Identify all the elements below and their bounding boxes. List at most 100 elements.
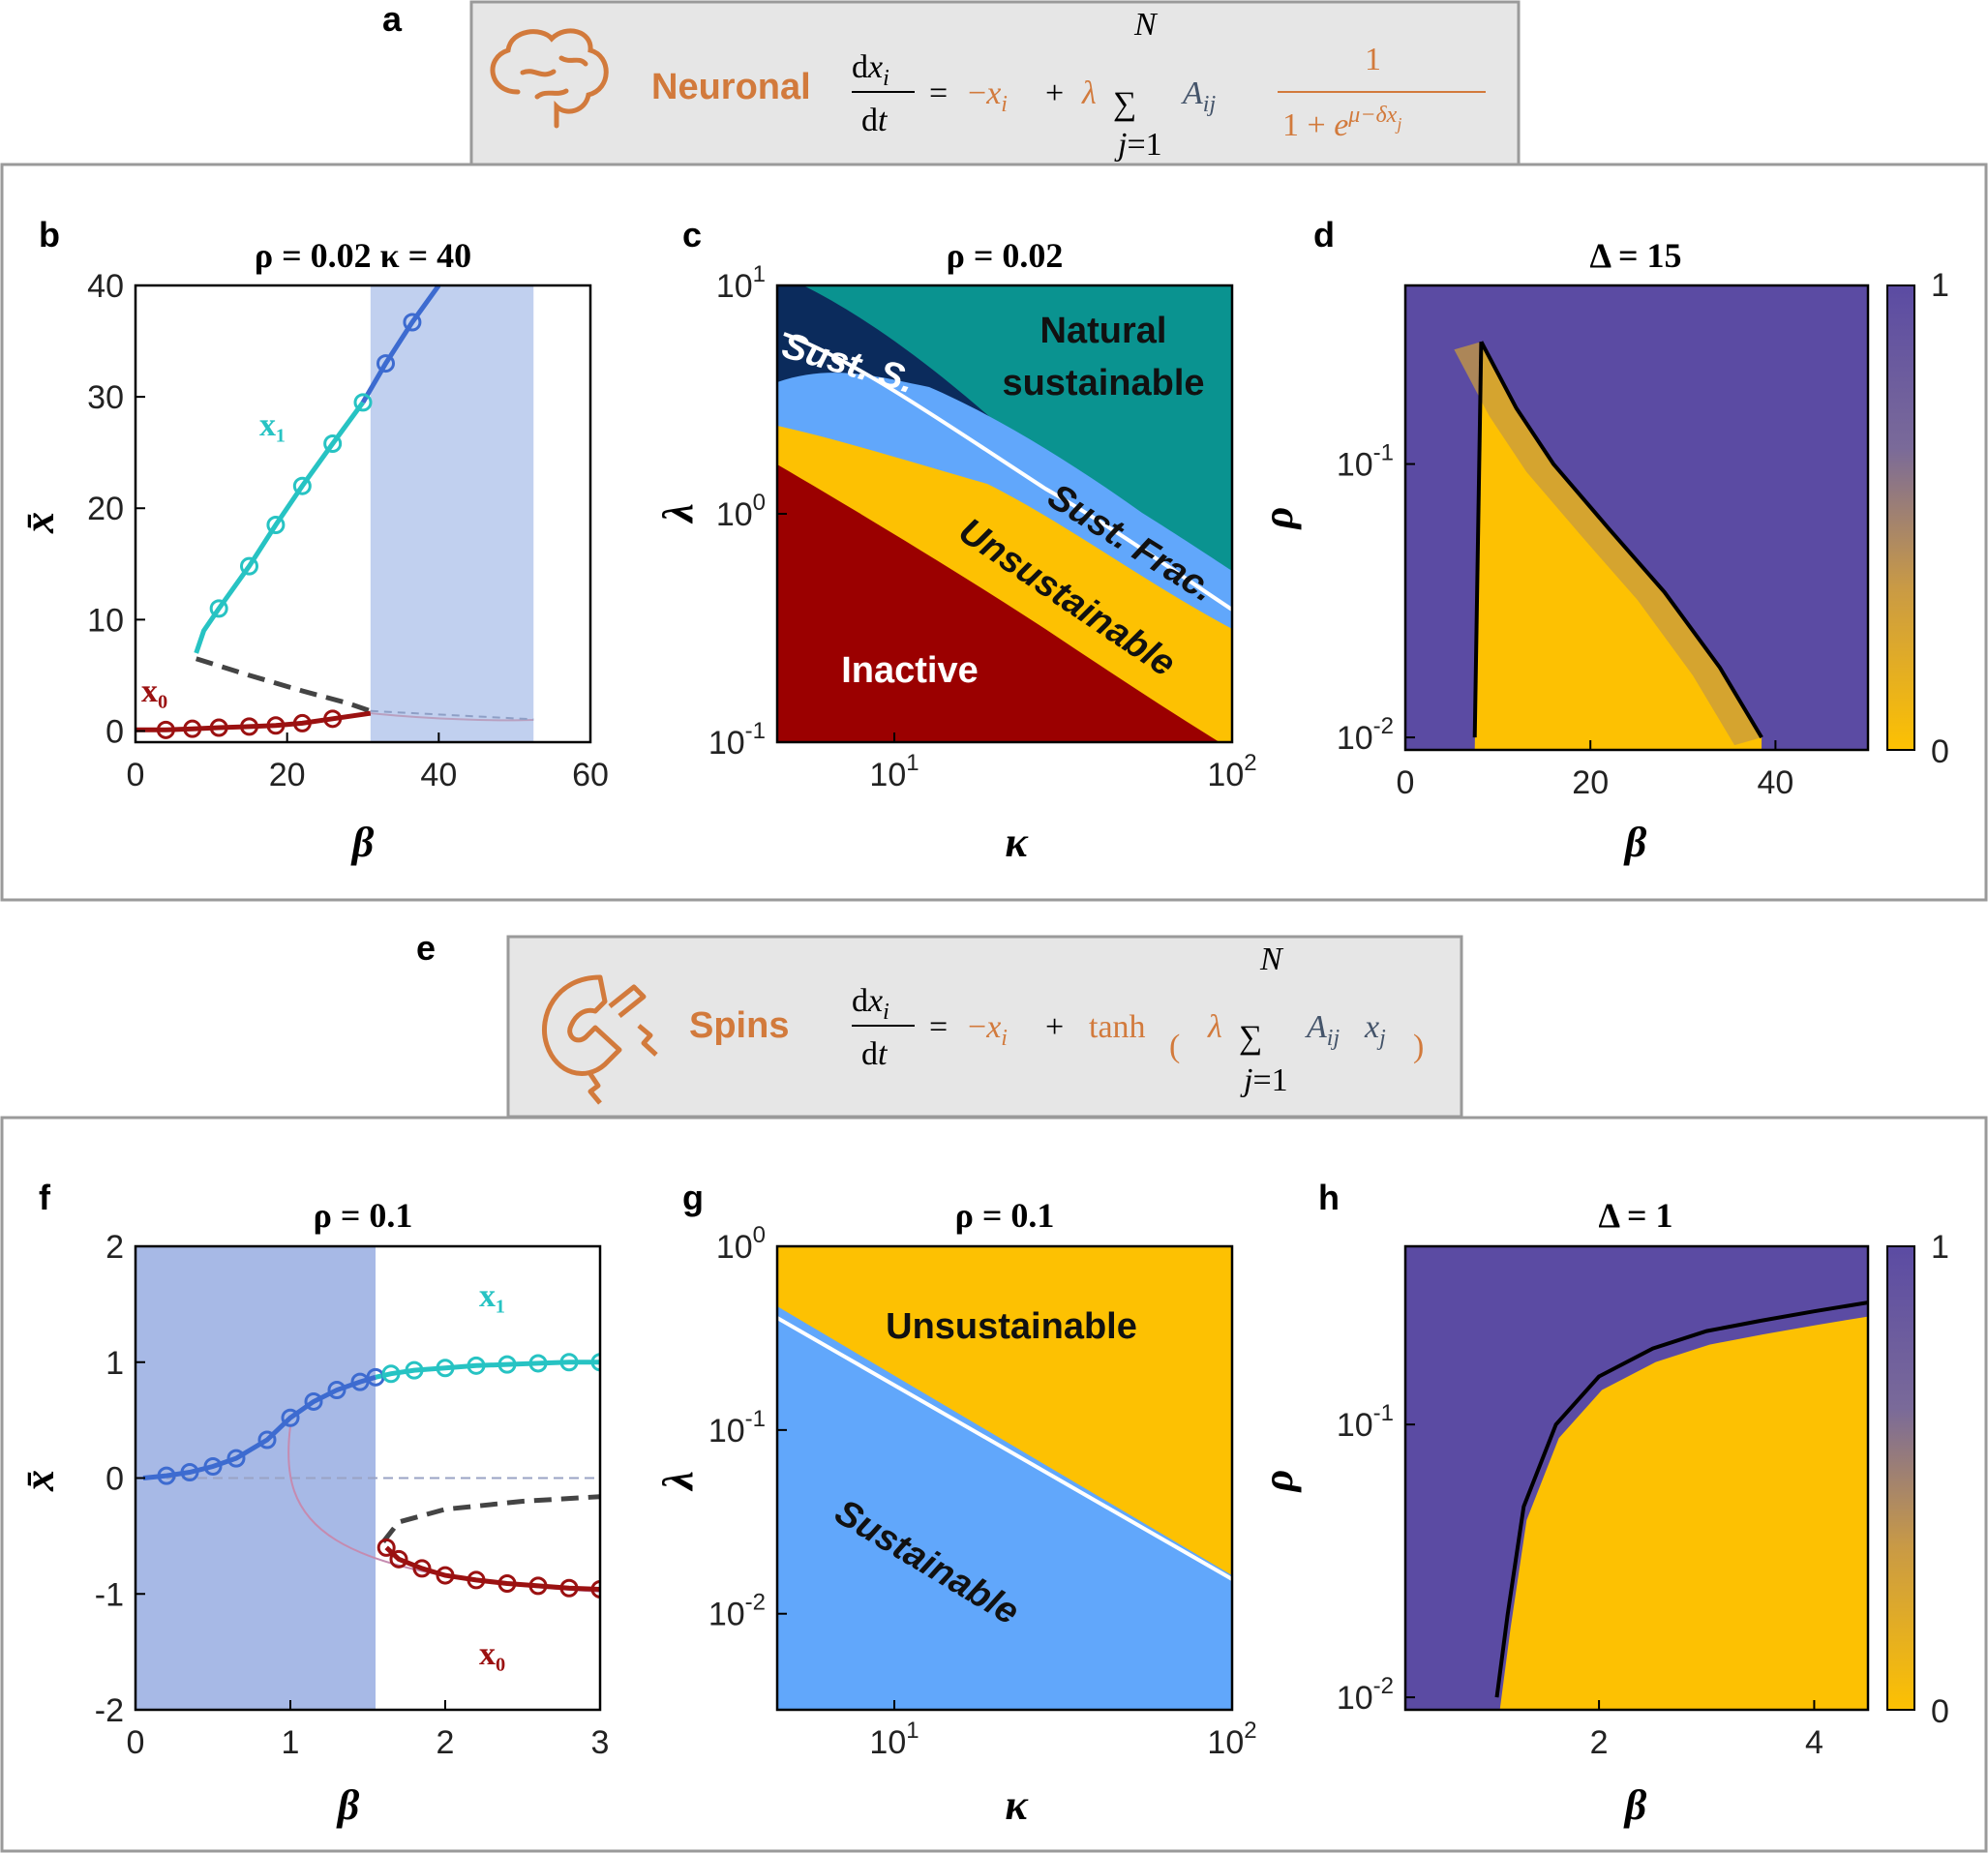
panel-f-marker-x0 <box>559 1578 579 1598</box>
panel-d-y-tick-label: 10-2 <box>1337 713 1394 757</box>
panel-f-marker-x0 <box>389 1549 408 1569</box>
svg-text:): ) <box>1413 1029 1424 1064</box>
panel-g-x-tick-label: 102 <box>1207 1718 1256 1761</box>
panel-a-label: a <box>382 0 403 39</box>
panel-f-x0-label: x₀ <box>479 1636 505 1672</box>
panel-b-marker-x1 <box>240 556 258 576</box>
svg-text:−xi: −xi <box>968 75 1008 117</box>
panel-f-marker-x0 <box>528 1576 548 1596</box>
panel-f-marker-x1 <box>405 1360 424 1380</box>
panel-d-colorbar: 1 0 <box>1886 267 1949 770</box>
panel-b-faint-unstable <box>370 709 534 721</box>
panel-b-x-tick-label: 0 <box>127 757 145 793</box>
panel-b-marker-x1 <box>353 393 373 412</box>
svg-text:N: N <box>1259 941 1284 977</box>
svg-text:1: 1 <box>1931 267 1949 304</box>
panel-b-unstable-branch <box>195 656 372 714</box>
panel-h-plot: 2 4 10-2 10-1 <box>1337 1244 1870 1761</box>
panel-f-title: ρ = 0.1 <box>314 1196 413 1235</box>
region-label-unsustainable-g: Unsustainable <box>886 1306 1137 1347</box>
panel-f-marker-x1 <box>590 1353 600 1372</box>
panel-f-y-tick-label: 0 <box>105 1461 124 1498</box>
panel-f-marker-x1 <box>467 1356 486 1375</box>
panel-f-xlabel: β <box>336 1781 360 1829</box>
panel-b-y-tick-label: 0 <box>105 713 124 750</box>
panel-f-marker-blue <box>257 1430 277 1450</box>
svg-text:=: = <box>929 1009 948 1045</box>
panel-b-marker-x0 <box>240 717 258 736</box>
panel-b-x0-label: x₀ <box>141 673 167 709</box>
panel-c-y-tick-label: 101 <box>716 261 766 305</box>
panel-b-marker-x0 <box>156 720 175 739</box>
svg-text:+: + <box>1045 75 1064 111</box>
region-inactive <box>777 464 1220 742</box>
panel-b-x1-extension <box>360 285 441 404</box>
svg-text:+: + <box>1045 1009 1064 1045</box>
svg-text:dt: dt <box>861 1036 889 1072</box>
panel-f-marker-x0 <box>467 1570 486 1590</box>
equation-box-spins: Spins dxi dt = −xi + tanh ( λ ∑ N j=1 Ai… <box>506 935 1463 1119</box>
equation-box-neuronal: Neuronal dxi dt = −xi + λ ∑ N j=1 Aij 1 … <box>469 0 1521 166</box>
panel-f-x-tick-label: 1 <box>282 1724 300 1761</box>
panel-b-marker-x1 <box>377 354 395 374</box>
svg-text:∑: ∑ <box>1113 86 1136 122</box>
panel-c-y-tick-label: 100 <box>716 490 766 533</box>
panel-h-y-tick-label: 10-2 <box>1337 1673 1394 1717</box>
panel-f-marker-x1 <box>436 1359 455 1378</box>
magnet-icon <box>541 974 658 1105</box>
panel-c-x-tick-label: 102 <box>1207 750 1256 793</box>
panel-c-x-tick-label: 101 <box>869 750 919 793</box>
panel-g-plot: 101 102 10-2 10-1 100 <box>708 1222 1257 1761</box>
panel-f-marker-x0 <box>590 1579 600 1599</box>
panel-h-boundary <box>1494 1300 1868 1698</box>
panel-b-label: b <box>39 215 60 254</box>
panel-b-marker-x0 <box>209 718 228 737</box>
panel-f-x-tick-label: 3 <box>591 1724 610 1761</box>
svg-text:0: 0 <box>1931 1693 1949 1730</box>
panel-f-unstable-branch <box>381 1494 600 1543</box>
panel-g-y-tick-label: 10-2 <box>708 1590 766 1633</box>
svg-text:1: 1 <box>1931 1229 1949 1266</box>
panel-d-title: Δ = 15 <box>1589 236 1681 275</box>
panel-b-x-tick-label: 40 <box>420 757 457 793</box>
panel-c-white-boundary <box>783 332 1232 612</box>
panel-f-y-tick-label: -2 <box>95 1692 124 1729</box>
panel-c-y-tick-label: 10-1 <box>708 718 766 762</box>
svg-text:j=1: j=1 <box>1240 1062 1288 1098</box>
panel-b-marker-x1 <box>323 433 343 453</box>
panel-b-shaded-region <box>370 285 534 742</box>
panel-f-x0-curve <box>384 1545 600 1592</box>
panel-f-marker-blue <box>304 1391 323 1411</box>
panel-f-plot: 0 1 2 3 -2 -1 0 1 2 <box>95 1229 610 1761</box>
region-label-inactive: Inactive <box>841 650 979 691</box>
panel-h-y-tick-label: 10-1 <box>1337 1400 1394 1444</box>
panel-b-marker-x0 <box>323 709 343 729</box>
panel-f-marker-x0 <box>377 1538 396 1557</box>
panel-b-x-tick-label: 20 <box>269 757 306 793</box>
svg-text:dxi: dxi <box>852 983 889 1025</box>
panel-f-label: f <box>39 1178 51 1217</box>
panel-f-marker-x1 <box>559 1353 579 1372</box>
panel-d-x-tick-label: 40 <box>1757 764 1793 801</box>
panel-h-x-tick-label: 4 <box>1805 1724 1823 1761</box>
panel-h-colorbar: 1 0 <box>1886 1229 1949 1730</box>
panel-b-y-tick-label: 30 <box>87 379 124 416</box>
region-label-natural: Natural <box>1040 311 1167 351</box>
panel-f-x-tick-label: 2 <box>437 1724 455 1761</box>
panel-d-ylabel: ρ <box>1254 507 1302 531</box>
svg-text:(: ( <box>1169 1029 1180 1064</box>
panel-b-xlabel: β <box>350 819 375 866</box>
panel-c-plot: 101 102 10-1 100 101 <box>708 261 1257 793</box>
svg-text:0: 0 <box>1931 733 1949 770</box>
panel-h-ylabel: ρ <box>1254 1470 1302 1494</box>
equation-neuronal: dxi dt = −xi + λ ∑ N j=1 Aij 1 1 + eμ−δx… <box>852 7 1486 163</box>
panel-g-ylabel: λ <box>654 1471 702 1492</box>
panel-d-transition-fringe <box>1454 342 1762 746</box>
panel-f-marker-blue <box>281 1408 300 1427</box>
region-label-sustainable: sustainable <box>1002 363 1204 403</box>
panel-c-title: ρ = 0.02 <box>947 236 1064 275</box>
panel-e-label: e <box>416 928 436 968</box>
panel-f-marker-x1 <box>381 1364 401 1384</box>
panel-g-title: ρ = 0.1 <box>955 1196 1055 1235</box>
panel-g-x-tick-label: 101 <box>869 1718 919 1761</box>
